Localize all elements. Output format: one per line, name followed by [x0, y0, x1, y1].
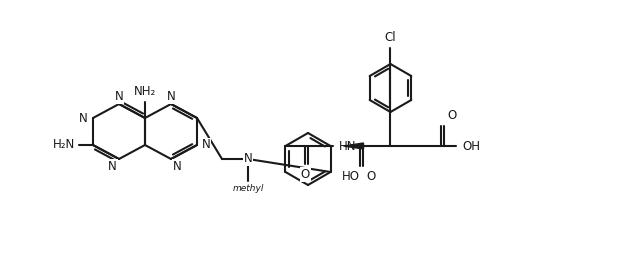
Text: O: O [448, 109, 457, 122]
Text: N: N [167, 90, 175, 103]
Text: O: O [366, 170, 376, 183]
Text: N: N [108, 160, 117, 173]
Text: HO: HO [342, 170, 360, 183]
Text: OH: OH [462, 140, 480, 152]
Text: HN: HN [339, 140, 356, 152]
Text: N: N [244, 152, 253, 165]
Text: N: N [173, 160, 182, 173]
Text: N: N [115, 90, 123, 103]
Text: N: N [79, 111, 88, 125]
Text: methyl: methyl [232, 184, 264, 193]
Text: H₂N: H₂N [53, 139, 75, 151]
Text: N: N [202, 139, 210, 151]
Text: O: O [301, 168, 310, 181]
Polygon shape [344, 143, 363, 149]
Text: Cl: Cl [384, 31, 396, 44]
Text: NH₂: NH₂ [134, 85, 156, 98]
